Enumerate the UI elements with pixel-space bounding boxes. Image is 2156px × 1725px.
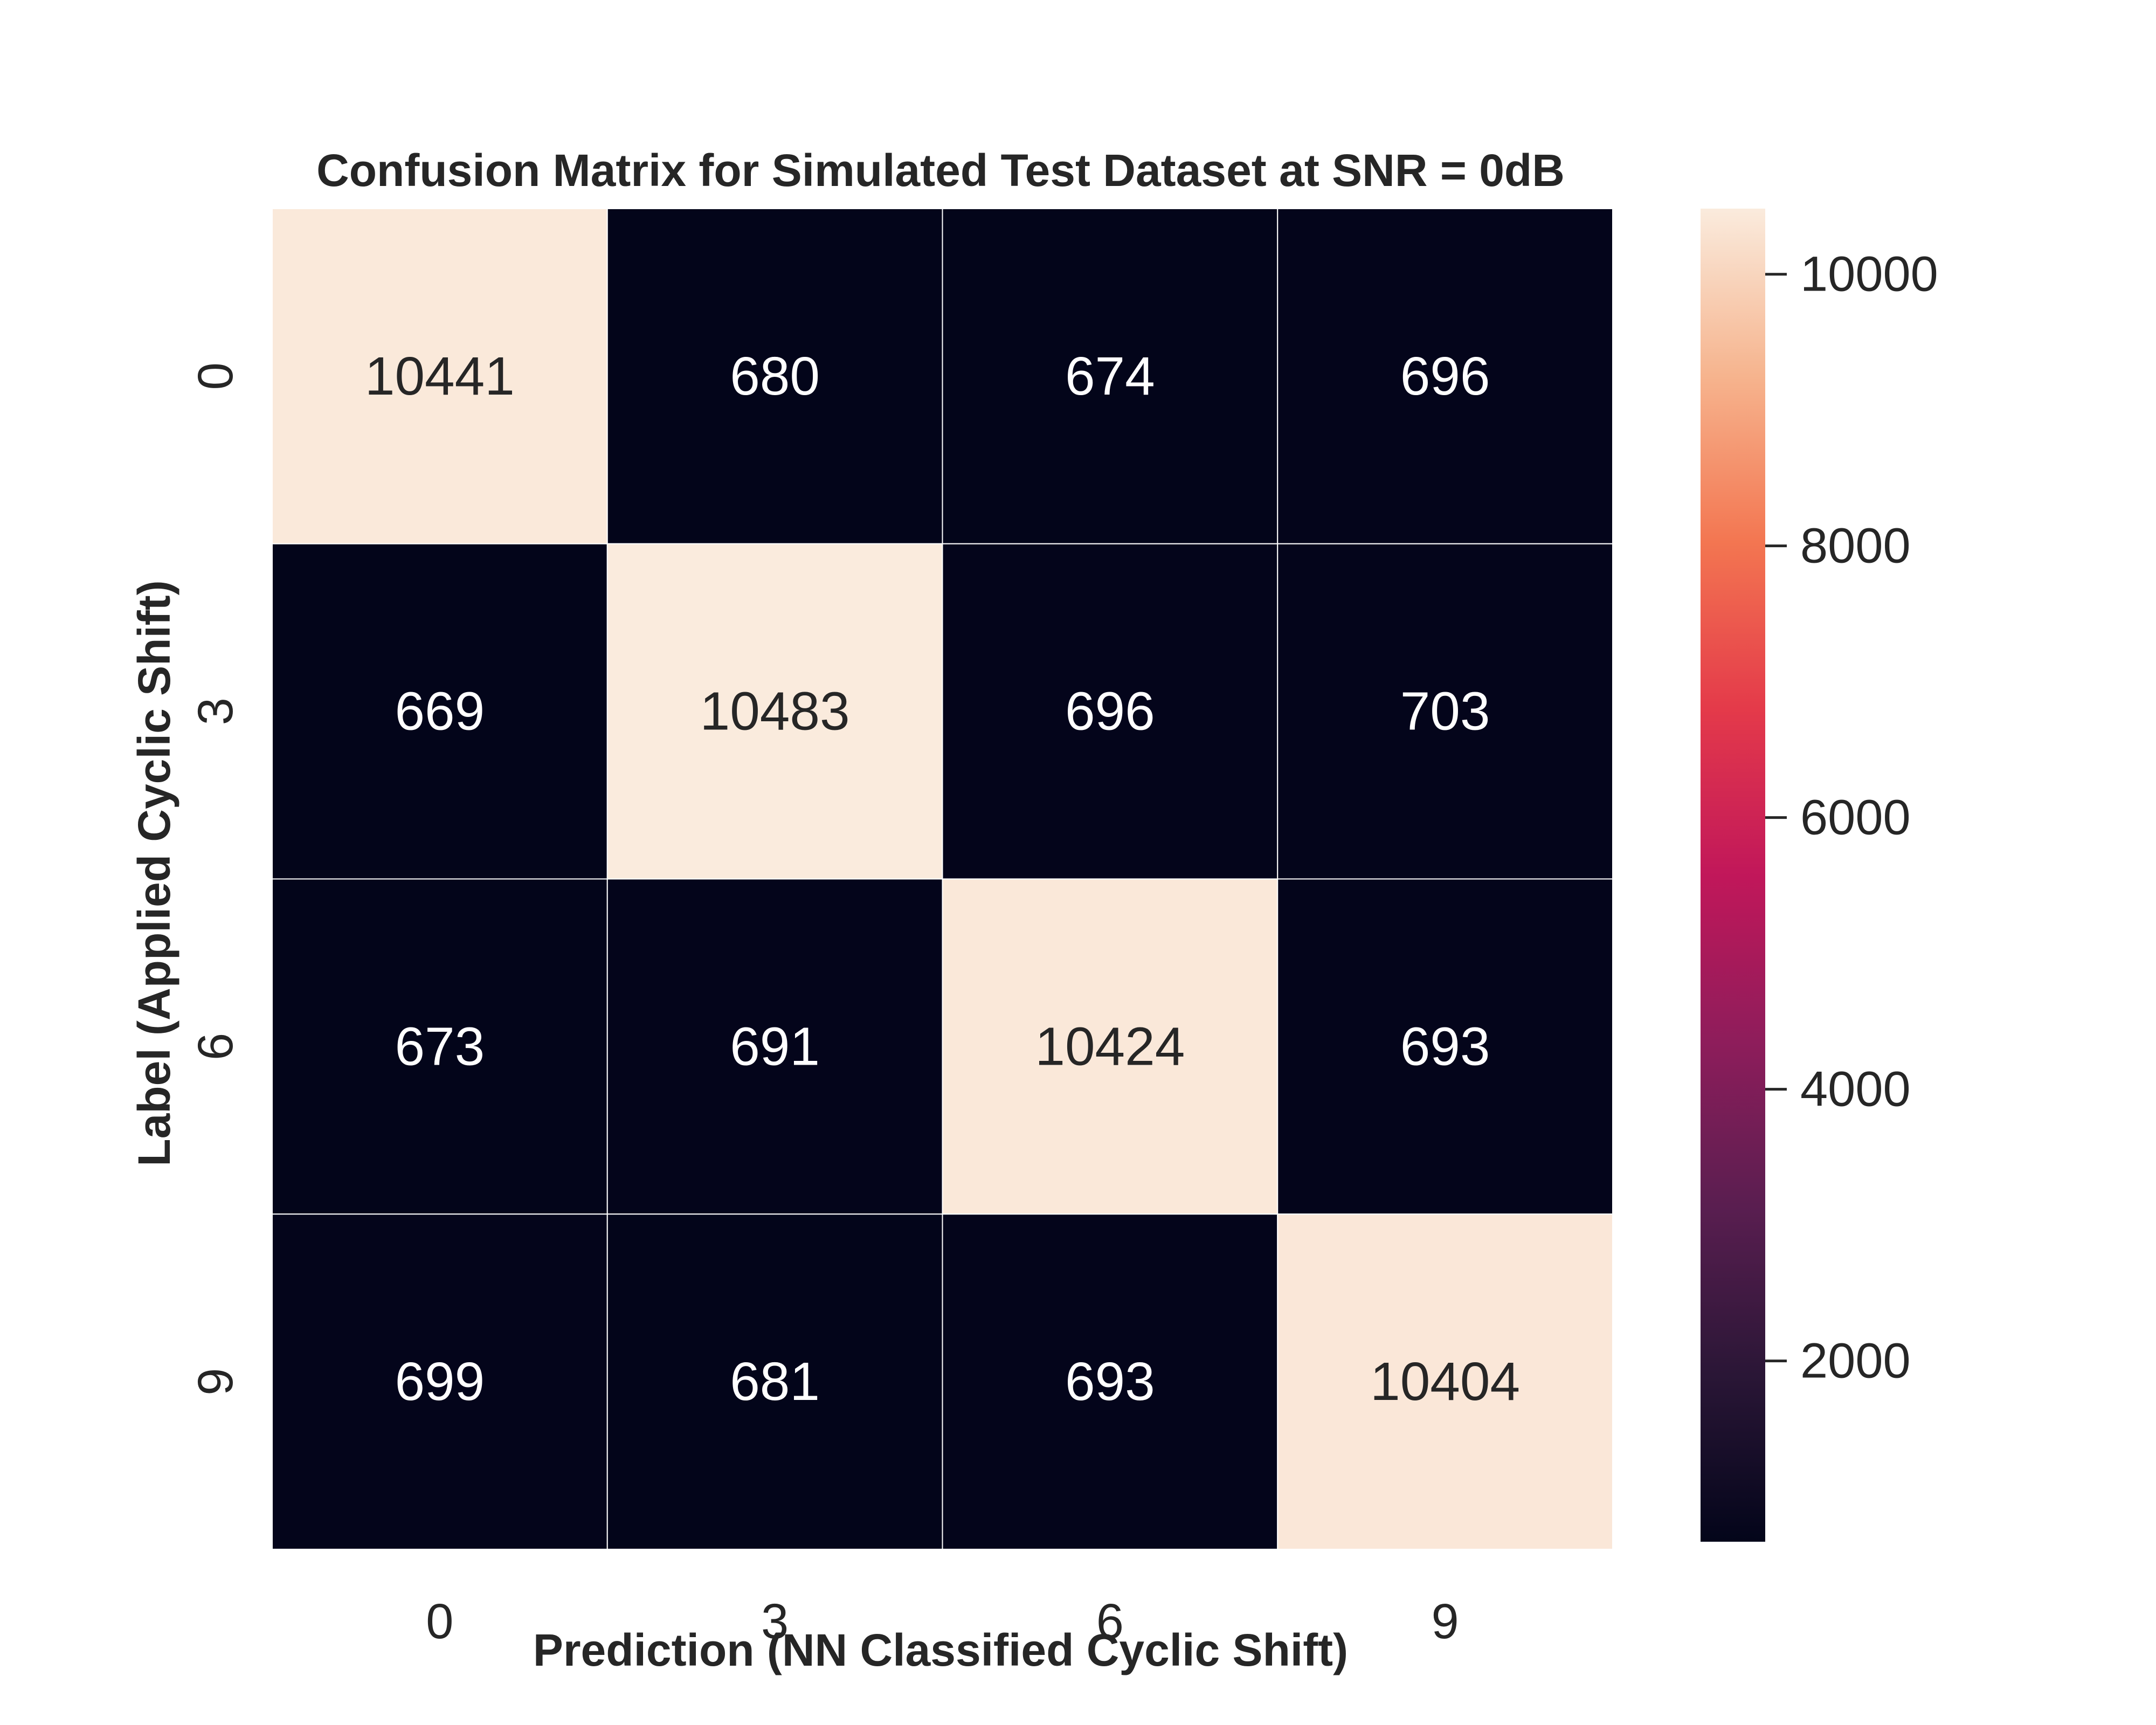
- x-tick-label-6: 6: [1096, 1594, 1124, 1649]
- heatmap-cell-r0-c2: [942, 208, 1279, 544]
- colorbar: [1701, 209, 1765, 1542]
- heatmap-cell-r1-c2: [942, 543, 1279, 880]
- cell-value-r1-c1: 10483: [700, 681, 850, 742]
- heatmap-cell-r3-c3: [1277, 1213, 1613, 1550]
- heatmap-cell-r2-c1: [606, 878, 943, 1215]
- y-axis-ticks: 0 3 6 9: [188, 362, 243, 1395]
- cell-value-r0-c0: 10441: [365, 346, 515, 406]
- cell-value-r3-c2: 693: [1065, 1351, 1155, 1412]
- x-tick-label-9: 9: [1432, 1594, 1459, 1649]
- heatmap-cell-r0-c1: [606, 208, 943, 544]
- y-tick-label-3: 3: [188, 698, 243, 725]
- cell-value-r3-c1: 681: [730, 1351, 820, 1412]
- colorbar-tick-label-8000: 8000: [1800, 519, 1911, 574]
- heatmap-cell-r0-c3: [1277, 208, 1613, 544]
- chart-title: Confusion Matrix for Simulated Test Data…: [316, 145, 1565, 196]
- y-tick-label-6: 6: [188, 1033, 243, 1060]
- cell-value-r2-c2: 10424: [1035, 1016, 1185, 1077]
- cell-value-r3-c0: 699: [395, 1351, 485, 1412]
- colorbar-ticks: 2000 4000 6000 8000 10000: [1765, 247, 1938, 1389]
- x-tick-label-3: 3: [761, 1594, 789, 1649]
- y-tick-label-9: 9: [188, 1368, 243, 1396]
- heatmap-cell-r3-c1: [606, 1213, 943, 1550]
- heatmap-cell-r1-c1: [606, 543, 943, 880]
- cell-value-r2-c0: 673: [395, 1016, 485, 1077]
- cell-value-r1-c0: 669: [395, 681, 485, 742]
- cell-value-r0-c3: 696: [1400, 346, 1490, 406]
- heatmap-cell-r0-c0: [272, 208, 608, 544]
- cell-value-r2-c3: 693: [1400, 1016, 1490, 1077]
- heatmap-cell-r2-c3: [1277, 878, 1613, 1215]
- colorbar-tick-label-10000: 10000: [1800, 247, 1938, 302]
- heatmap-cell-r3-c0: [272, 1213, 608, 1550]
- colorbar-tick-label-2000: 2000: [1800, 1334, 1911, 1389]
- heatmap-cells: 10441 680 674 696 669 10483 696 703 673 691 10424 6…: [272, 208, 1613, 1550]
- cell-value-r0-c1: 680: [730, 346, 820, 406]
- heatmap-cell-r3-c2: [942, 1213, 1279, 1550]
- colorbar-tick-label-6000: 6000: [1800, 790, 1911, 845]
- y-tick-label-0: 0: [188, 362, 243, 390]
- x-axis-label: Prediction (NN Classified Cyclic Shift): [533, 1625, 1348, 1675]
- heatmap-cell-r1-c3: [1277, 543, 1613, 880]
- cell-value-r2-c1: 691: [730, 1016, 820, 1077]
- cell-value-r3-c3: 10404: [1370, 1351, 1520, 1412]
- colorbar-tick-label-4000: 4000: [1800, 1062, 1911, 1117]
- heatmap-cell-r1-c0: [272, 543, 608, 880]
- cell-value-r1-c2: 696: [1065, 681, 1155, 742]
- cell-value-r1-c3: 703: [1400, 681, 1490, 742]
- x-axis-ticks: 0 3 6 9: [426, 1594, 1459, 1649]
- cell-value-r0-c2: 674: [1065, 346, 1155, 406]
- x-tick-label-0: 0: [426, 1594, 453, 1649]
- y-axis-label: Label (Applied Cyclic Shift): [129, 580, 179, 1166]
